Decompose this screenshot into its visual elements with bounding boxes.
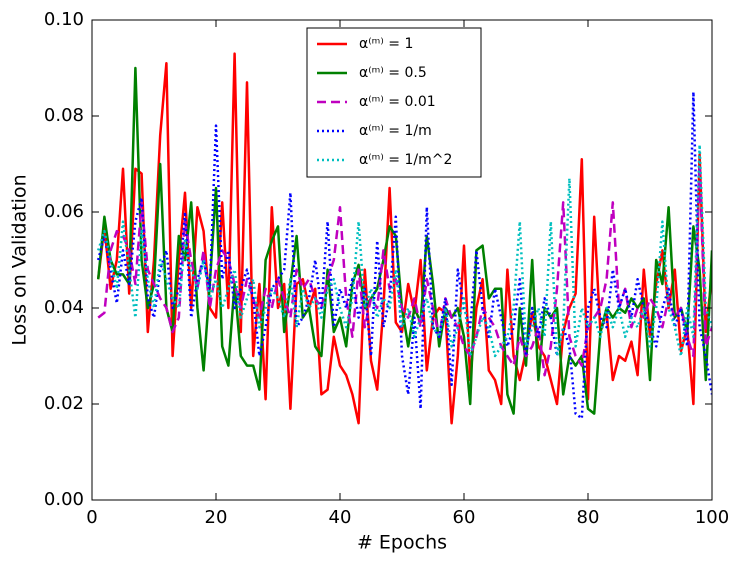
legend-label: α⁽ᵐ⁾ = 1/m^2 (359, 152, 452, 168)
x-tick-label: 20 (205, 507, 228, 528)
y-tick-label: 0.00 (44, 489, 84, 510)
x-tick-label: 0 (86, 507, 97, 528)
y-tick-label: 0.08 (44, 105, 84, 126)
x-tick-label: 80 (577, 507, 600, 528)
y-tick-label: 0.04 (44, 297, 84, 318)
legend-label: α⁽ᵐ⁾ = 0.5 (359, 65, 427, 81)
legend-label: α⁽ᵐ⁾ = 1 (359, 36, 413, 52)
legend-label: α⁽ᵐ⁾ = 0.01 (359, 94, 436, 110)
x-tick-label: 100 (695, 507, 729, 528)
x-tick-label: 60 (453, 507, 476, 528)
series-line (97, 162, 712, 377)
series-line (96, 52, 712, 425)
x-axis-label: # Epochs (357, 532, 447, 554)
y-tick-label: 0.10 (44, 9, 84, 30)
series-line (97, 143, 712, 358)
x-tick-label: 40 (329, 507, 352, 528)
legend-label: α⁽ᵐ⁾ = 1/m (359, 123, 432, 139)
y-axis-label: Loss on Validation (9, 174, 31, 345)
y-tick-label: 0.06 (44, 201, 84, 222)
series-line (96, 66, 712, 415)
y-tick-label: 0.02 (44, 393, 84, 414)
plot-frame (91, 19, 713, 501)
